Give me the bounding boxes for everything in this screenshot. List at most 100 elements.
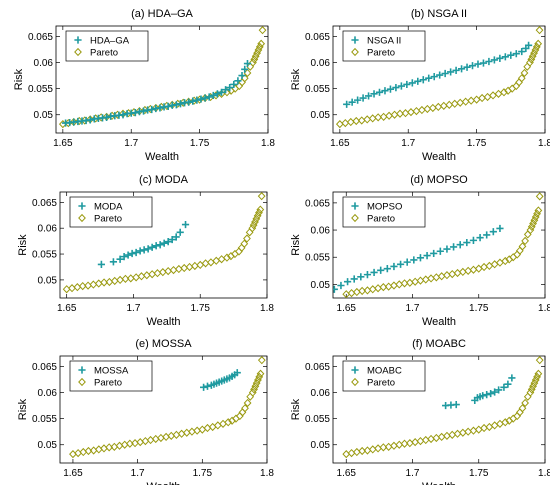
chart-title: (e) MOSSA (135, 338, 192, 350)
chart-panel-1: (a) HDA–GA 1.65 1.7 1.75 1.8 0.05 0.055 0.06 0.0… (13, 8, 275, 163)
data-point-plus (97, 260, 105, 268)
data-point-diamond (445, 100, 454, 109)
data-point-plus (507, 51, 515, 59)
plot-area (335, 26, 544, 129)
data-point-diamond (428, 103, 437, 113)
data-point-diamond (521, 398, 530, 408)
data-point-diamond (94, 445, 103, 454)
data-point-diamond (169, 265, 178, 275)
data-point-plus (512, 50, 520, 58)
data-point-diamond (478, 93, 486, 103)
data-point-diamond (256, 369, 265, 378)
data-point-diamond (443, 431, 451, 440)
legend-box (342, 360, 426, 392)
data-point-plus (518, 47, 526, 56)
chart-panel-3: (c) MODA 1.65 1.7 1.75 1.8 0.05 0.055 0.06 0.065… (17, 174, 274, 328)
data-point-diamond (448, 430, 457, 439)
axes-box (332, 25, 546, 134)
data-point-plus (504, 380, 512, 388)
data-point-diamond (533, 209, 541, 218)
legend-label: Pareto (94, 214, 122, 225)
data-point-plus (168, 235, 176, 244)
y-tick-label: 0.055 (305, 414, 330, 425)
data-point-plus (483, 231, 491, 239)
data-point-diamond (79, 447, 88, 457)
data-point-diamond (148, 270, 157, 279)
data-point-diamond (517, 74, 526, 83)
plot-area (58, 26, 267, 129)
data-point-plus (176, 100, 185, 108)
data-point-diamond (374, 444, 382, 453)
data-point-plus (375, 88, 384, 96)
data-point-diamond (523, 62, 532, 71)
data-point-plus (468, 62, 477, 70)
y-tick-label: 0.06 (311, 388, 331, 399)
data-point-plus (197, 95, 205, 103)
x-tick-label: 1.7 (406, 303, 420, 314)
data-point-plus (213, 90, 221, 98)
data-point-plus (496, 54, 504, 62)
data-point-plus (491, 388, 499, 396)
data-point-diamond (180, 263, 189, 273)
data-point-plus (164, 102, 172, 110)
data-point-plus (238, 71, 246, 80)
data-point-diamond (469, 426, 478, 435)
legend-marker (78, 202, 86, 210)
data-point-diamond (167, 431, 176, 440)
data-point-plus (233, 369, 241, 377)
data-point-diamond (115, 441, 124, 450)
data-point-diamond (530, 216, 539, 225)
data-point-diamond (461, 97, 470, 106)
data-point-plus (185, 98, 193, 106)
data-point-diamond (390, 281, 398, 290)
x-axis-label: Wealth (422, 481, 456, 485)
data-point-diamond (363, 115, 372, 124)
data-point-diamond (529, 219, 537, 228)
x-tick-label: 1.65 (53, 138, 73, 149)
y-axis-label: Risk (290, 234, 302, 256)
data-point-plus (109, 258, 118, 266)
data-point-plus (144, 245, 152, 253)
x-tick-label: 1.8 (261, 138, 275, 149)
data-point-diamond (453, 268, 462, 278)
data-point-plus (441, 69, 449, 78)
data-point-plus (140, 246, 148, 254)
x-tick-label: 1.8 (538, 138, 550, 149)
y-tick-label: 0.065 (305, 362, 330, 373)
x-tick-label: 1.8 (260, 468, 274, 479)
data-point-diamond (73, 283, 82, 292)
data-point-plus (490, 56, 498, 64)
data-point-plus (496, 224, 504, 233)
data-point-plus (386, 85, 395, 93)
data-point-plus (363, 271, 372, 279)
data-point-diamond (136, 437, 145, 447)
data-point-diamond (501, 256, 510, 266)
data-point-diamond (164, 266, 173, 276)
data-point-diamond (89, 280, 98, 289)
data-point-diamond (432, 273, 441, 282)
data-point-diamond (412, 106, 421, 116)
y-tick-label: 0.06 (38, 388, 58, 399)
legend-marker (351, 47, 359, 57)
data-point-diamond (146, 435, 155, 445)
data-point-plus (359, 94, 367, 102)
y-tick-label: 0.065 (32, 198, 57, 209)
data-point-diamond (243, 398, 252, 408)
y-axis-label: Risk (17, 398, 29, 420)
data-point-plus (423, 252, 431, 260)
data-point-diamond (515, 246, 524, 255)
y-tick-label: 0.05 (34, 110, 54, 121)
data-point-diamond (535, 192, 544, 201)
data-point-diamond (421, 275, 430, 284)
data-point-plus (181, 220, 190, 229)
x-axis-label: Wealth (145, 151, 179, 163)
data-point-plus (483, 391, 491, 399)
chart-panel-6: (f) MOABC 1.65 1.7 1.75 1.8 0.05 0.055 0.06 0.06… (290, 338, 550, 485)
x-axis-label: Wealth (422, 316, 456, 328)
data-point-diamond (439, 101, 448, 110)
data-point-diamond (427, 434, 435, 444)
chart-panel-2: (b) NSGA II 1.65 1.7 1.75 1.8 0.05 0.055 0.06 0.… (290, 8, 550, 163)
legend-label: Pareto (90, 48, 118, 59)
data-point-diamond (469, 265, 478, 274)
